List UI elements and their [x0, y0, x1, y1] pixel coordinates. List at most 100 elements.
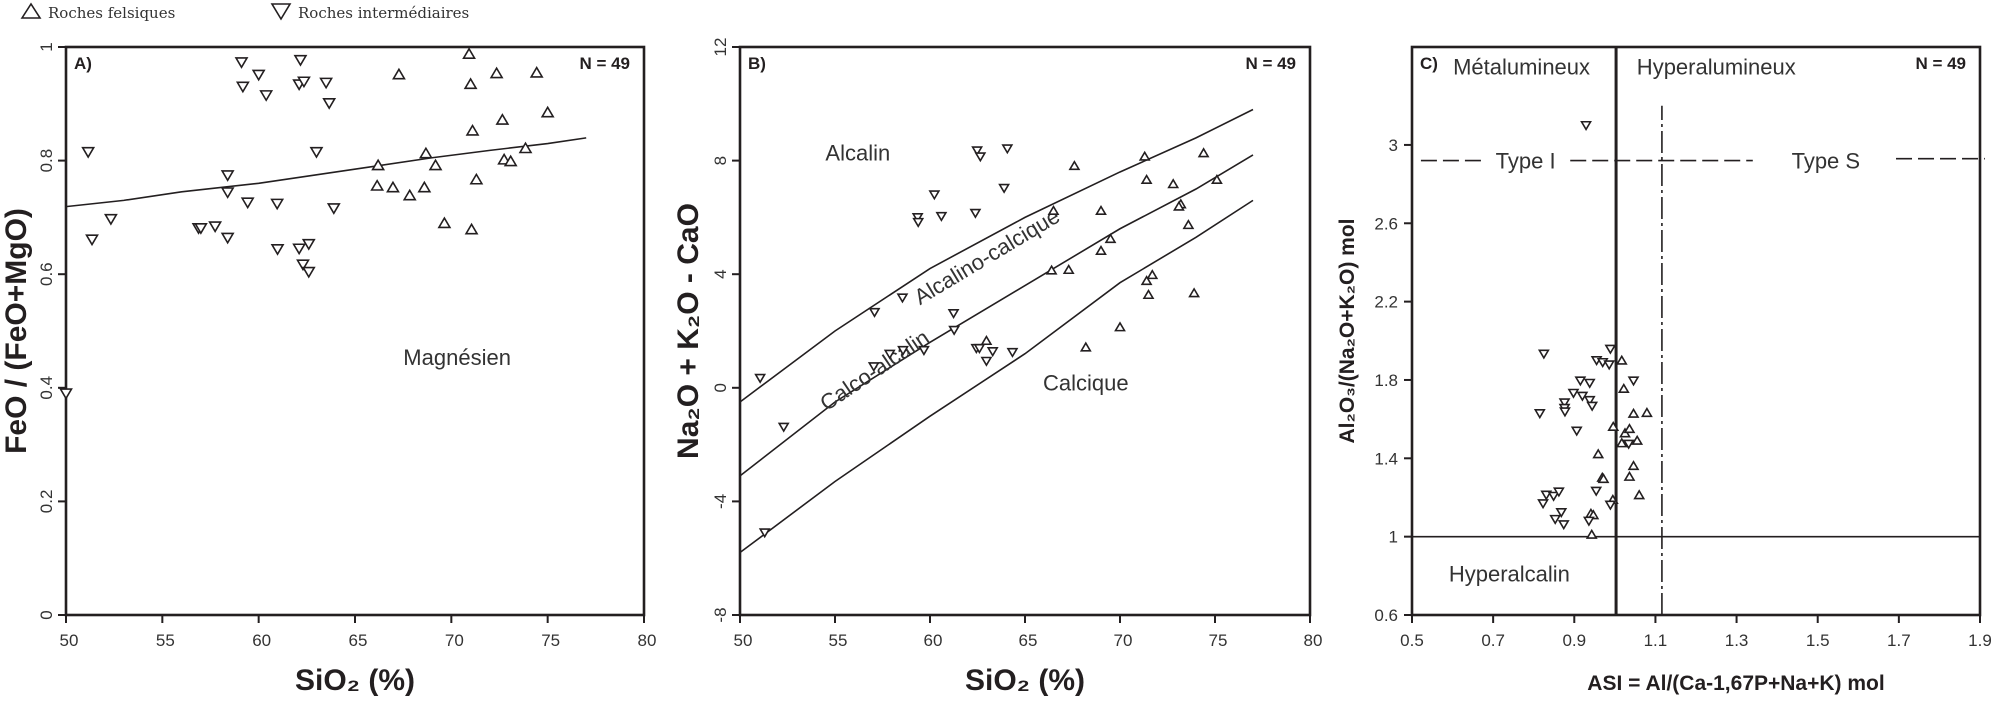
point-felsic — [1104, 233, 1117, 244]
boundary-line-ferroan-magnesian-boundary — [65, 137, 587, 208]
panel-a: 50 55 60 65 70 75 80 0 0.2 0.4 0.6 0.8 1 SiO₂ (%) FeO … — [0, 42, 656, 697]
point-felsic — [1615, 437, 1628, 448]
y-tick-label: 0.6 — [37, 262, 56, 286]
y-tick-label: -8 — [711, 607, 730, 622]
legend-triangle-up-icon — [20, 2, 42, 19]
y-tick-label: 2.2 — [1374, 293, 1398, 312]
x-tick-label: 1.5 — [1806, 631, 1830, 650]
point-intermediate — [193, 222, 208, 235]
panel-letter: B) — [748, 54, 766, 73]
point-felsic — [1095, 204, 1107, 215]
point-felsic — [1641, 407, 1653, 418]
point-intermediate — [59, 388, 73, 401]
point-felsic — [463, 77, 478, 90]
point-intermediate — [918, 345, 930, 356]
legend: Roches felsiques Roches intermédiaires — [20, 2, 469, 22]
point-felsic — [1140, 174, 1153, 185]
y-tick-label: 0.6 — [1374, 606, 1398, 625]
point-intermediate — [259, 90, 274, 102]
point-intermediate — [1547, 491, 1560, 502]
point-felsic — [1188, 287, 1200, 298]
point-felsic — [1585, 528, 1598, 539]
panel-letter: A) — [74, 54, 92, 73]
point-felsic — [529, 66, 544, 78]
x-tick-label: 1.7 — [1887, 631, 1911, 650]
point-felsic — [437, 216, 452, 229]
point-intermediate — [867, 362, 880, 373]
point-intermediate — [220, 170, 235, 182]
point-intermediate — [1570, 426, 1583, 437]
point-intermediate — [270, 244, 285, 256]
point-intermediate — [322, 98, 337, 110]
x-tick-label: 55 — [156, 631, 175, 650]
point-intermediate — [1001, 144, 1014, 155]
point-felsic — [495, 113, 510, 125]
x-tick-label: 1.9 — [1968, 631, 1992, 650]
point-felsic — [1197, 147, 1210, 158]
plot-frame — [1410, 45, 1982, 617]
region-label: Hyperalumineux — [1637, 54, 1796, 79]
point-intermediate — [974, 152, 987, 163]
point-felsic — [1146, 269, 1159, 280]
point-intermediate — [883, 349, 896, 360]
y-tick-label: 0.2 — [37, 490, 56, 514]
point-felsic — [386, 180, 400, 193]
point-felsic — [1592, 448, 1605, 459]
region-label: Magnésien — [403, 345, 511, 370]
y-tick-label: 4 — [711, 269, 730, 278]
point-intermediate — [998, 183, 1010, 194]
x-tick-label: 80 — [638, 631, 657, 650]
point-felsic — [417, 180, 432, 193]
point-intermediate — [270, 198, 285, 211]
point-intermediate — [301, 266, 316, 279]
sample-count: N = 49 — [579, 54, 630, 73]
point-intermediate — [1559, 407, 1571, 418]
point-intermediate — [1537, 349, 1550, 360]
point-felsic — [1182, 219, 1195, 230]
x-tick-label: 65 — [1019, 631, 1038, 650]
point-felsic — [1173, 200, 1185, 211]
x-tick-label: 60 — [924, 631, 943, 650]
point-intermediate — [208, 221, 223, 234]
point-felsic — [1623, 423, 1636, 434]
point-intermediate — [292, 243, 307, 256]
point-intermediate — [912, 217, 925, 228]
point-intermediate — [911, 213, 924, 224]
point-intermediate — [947, 308, 960, 320]
x-tick-label: 0.9 — [1562, 631, 1586, 650]
boundary-line-alkalic-alkali-calcic-boundary — [739, 108, 1254, 403]
point-intermediate — [1580, 120, 1592, 131]
y-tick-label: 2.6 — [1374, 214, 1398, 233]
point-felsic — [540, 105, 555, 118]
y-tick-label: -4 — [711, 494, 730, 509]
y-axis-title: Al₂O₃/(Na₂O+K₂O) mol — [1336, 219, 1359, 444]
legend-triangle-down-icon — [270, 3, 292, 21]
point-felsic — [1140, 275, 1153, 286]
point-felsic — [1597, 473, 1610, 484]
panel-letter: C) — [1420, 54, 1438, 73]
x-tick-label: 60 — [252, 631, 271, 650]
point-intermediate — [326, 203, 341, 215]
point-felsic — [489, 66, 504, 79]
y-tick-label: 1.4 — [1374, 449, 1398, 468]
point-felsic — [503, 154, 518, 167]
point-intermediate — [1552, 487, 1565, 498]
point-intermediate — [1583, 395, 1596, 406]
point-intermediate — [1583, 378, 1596, 389]
y-tick-label: 3 — [1389, 136, 1398, 155]
point-felsic — [1211, 174, 1223, 185]
point-felsic — [419, 146, 433, 159]
point-intermediate — [1582, 516, 1595, 527]
point-intermediate — [1567, 388, 1580, 399]
region-label: Type I — [1496, 148, 1556, 173]
x-tick-label: 1.3 — [1725, 631, 1749, 650]
y-tick-label: 0.8 — [37, 149, 56, 173]
y-axis-title: FeO / (FeO+MgO) — [0, 208, 33, 454]
point-intermediate — [103, 213, 118, 226]
point-felsic — [1633, 489, 1646, 500]
point-felsic — [518, 141, 533, 154]
panel-b: 50 55 60 65 70 75 80 -8 -4 0 4 8 12 SiO₂ (%) Na₂O + K₂… — [672, 38, 1322, 697]
region-label: Type S — [1792, 148, 1860, 173]
point-intermediate — [1533, 409, 1546, 420]
